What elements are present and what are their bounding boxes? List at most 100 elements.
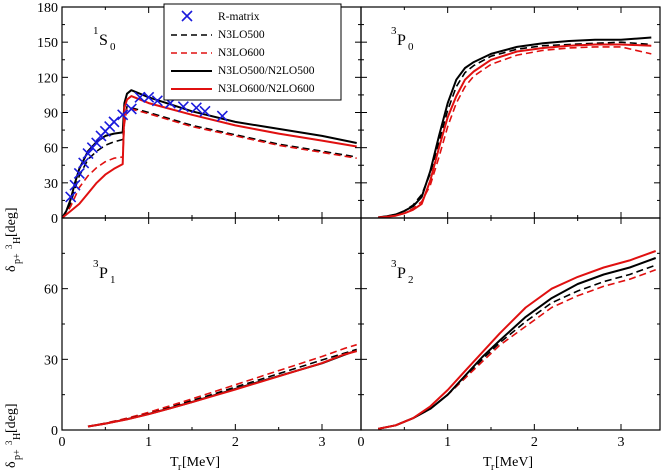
rmatrix-point [177, 101, 189, 113]
series-line-n3lo600-3P1 [87, 343, 357, 428]
x-axis-label-right: T r [MeV] [483, 455, 533, 473]
x-label-left-main: T [170, 455, 179, 470]
panel-label-1S0-sup: 1 [93, 25, 99, 37]
panel-frame-3P2 [360, 217, 661, 431]
series-line-n3lo600-3P2 [378, 269, 656, 430]
panel-label-3P0-sup: 3 [391, 25, 397, 37]
x-tick-label-3P2: 3 [618, 435, 625, 450]
panel-3P2-plot [378, 250, 657, 430]
y-tick-label-1S0: 180 [37, 1, 58, 16]
y-label-top-main: δ [4, 265, 19, 272]
series-line-n3lo600-1S0 [62, 107, 357, 218]
panel-label-3P2: 3 P 2 [391, 258, 414, 286]
rmatrix-point [82, 147, 94, 160]
y-tick-label-1S0: 150 [37, 36, 58, 51]
y-label-bottom-sub2: H [12, 433, 23, 440]
x-tick-label-3P2: 2 [531, 435, 538, 450]
panel-label-3P2-sup: 3 [391, 258, 397, 270]
x-tick-label-3P1: 2 [232, 435, 239, 450]
y-label-top-unit: [deg] [4, 207, 19, 237]
rmatrix-point [143, 91, 155, 103]
legend-label-rmatrix: R-matrix [218, 11, 260, 23]
panel-label-1S0: 1 S 0 [93, 25, 116, 53]
legend-item-rmatrix: R-matrix [181, 10, 260, 23]
y-tick-label-3P1: 0 [51, 424, 58, 439]
series-line-n3lo500n2lo500-3P0 [378, 36, 652, 218]
x-label-right-main: T [483, 455, 492, 470]
series-line-n3lo500n2lo500-1S0 [62, 89, 357, 218]
rmatrix-point [108, 116, 120, 128]
rmatrix-point [134, 91, 146, 103]
rmatrix-point [216, 110, 228, 122]
x-tick-label-3P1: 3 [319, 435, 326, 450]
panel-label-1S0-sub: 0 [110, 41, 116, 53]
y-tick-label-1S0: 120 [37, 71, 58, 86]
series-line-n3lo500-3P1 [87, 348, 357, 428]
x-tick-label-3P1: 1 [145, 435, 152, 450]
series-line-n3lo500-3P0 [378, 41, 652, 218]
legend-label-n3lo600n2lo600: N3LO600/N2LO600 [218, 83, 315, 95]
panel-label-3P1-sub: 1 [110, 274, 116, 286]
y-label-top-sup: 3 [4, 244, 14, 249]
panel-3P1-plot [87, 343, 358, 428]
rmatrix-point [190, 102, 202, 114]
y-tick-label-1S0: 90 [44, 107, 58, 122]
y-label-top-sub1: p+ [12, 253, 23, 264]
y-tick-label-1S0: 60 [44, 142, 58, 157]
legend-label-n3lo600: N3LO600 [218, 47, 265, 59]
panel-label-3P0-main: P [397, 32, 406, 49]
series-line-n3lo600n2lo600-3P1 [87, 350, 357, 428]
y-label-top-sub2: H [12, 237, 23, 244]
x-label-right-unit: [MeV] [495, 455, 533, 470]
panel-label-3P1-sup: 3 [93, 258, 99, 270]
y-label-bottom-sub1: p+ [12, 449, 23, 460]
legend-item-n3lo500n2lo500: N3LO500/N2LO500 [171, 65, 315, 77]
series-line-n3lo600-3P0 [378, 46, 652, 218]
rmatrix-point [78, 157, 90, 169]
panel-label-3P0: 3 P 0 [391, 25, 414, 53]
series-line-n3lo600n2lo600-3P0 [378, 43, 652, 218]
y-axis-label-top: δ p+ 3 H [deg] [4, 207, 23, 272]
rmatrix-point [125, 103, 137, 115]
panel-label-3P1-main: P [99, 265, 108, 282]
panel-label-1S0-main: S [99, 32, 108, 49]
legend: R-matrix N3LO500 N3LO600 N3LO500/N2LO500… [163, 3, 342, 101]
y-tick-label-3P1: 60 [44, 283, 58, 298]
legend-label-n3lo500: N3LO500 [218, 29, 265, 41]
panel-label-3P1: 3 P 1 [93, 258, 116, 286]
x-tick-label-3P2: 0 [358, 435, 365, 450]
rmatrix-point [65, 191, 77, 203]
chart-marks [62, 36, 657, 430]
series-line-n3lo500-3P2 [378, 264, 656, 430]
legend-item-n3lo600n2lo600: N3LO600/N2LO600 [171, 83, 315, 95]
rmatrix-point [117, 109, 129, 121]
y-label-bottom-main: δ [4, 461, 19, 468]
panel-3P0-plot [378, 36, 652, 218]
series-line-n3lo600n2lo600-3P2 [378, 250, 657, 430]
x-label-left-sub: r [178, 462, 182, 473]
y-tick-label-1S0: 0 [51, 212, 58, 227]
legend-label-n3lo500n2lo500: N3LO500/N2LO500 [218, 65, 315, 77]
panel-label-3P2-main: P [397, 265, 406, 282]
y-label-bottom-sup: 3 [4, 440, 14, 445]
rmatrix-point [199, 105, 211, 117]
x-tick-label-3P1: 0 [59, 435, 66, 450]
y-axis-label-bottom: δ p+ 3 H [deg] [4, 403, 23, 468]
x-marker-icon [181, 10, 193, 22]
legend-item-n3lo500: N3LO500 [171, 29, 265, 41]
rmatrix-point [73, 167, 85, 180]
x-axis-label-left: T r [MeV] [170, 455, 220, 473]
rmatrix-point [151, 95, 163, 107]
legend-item-n3lo600: N3LO600 [171, 47, 265, 59]
rmatrix-point [69, 179, 81, 191]
series-line-n3lo500-1S0 [62, 105, 357, 218]
y-tick-label-3P1: 30 [44, 353, 58, 368]
panel-1S0-plot [62, 89, 357, 218]
x-label-right-sub: r [491, 462, 495, 473]
x-tick-label-3P2: 1 [444, 435, 451, 450]
y-label-bottom-unit: [deg] [4, 403, 19, 433]
panel-label-3P2-sub: 2 [408, 274, 414, 286]
series-line-n3lo600n2lo600-1S0 [62, 95, 357, 218]
panel-frame-3P1 [61, 217, 362, 431]
legend-box [163, 3, 342, 101]
